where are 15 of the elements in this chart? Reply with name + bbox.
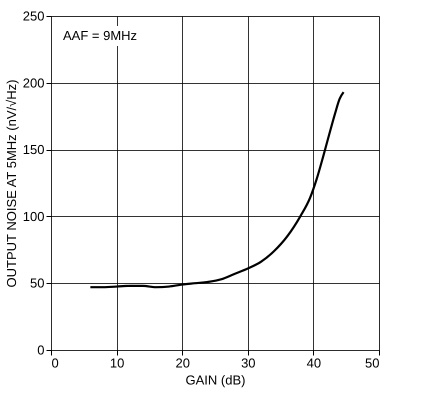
x-tick-label: 40 bbox=[306, 356, 322, 370]
y-axis-title: OUTPUT NOISE AT 5MHz (nV/√Hz) bbox=[4, 80, 19, 288]
y-tick-label: 150 bbox=[22, 142, 44, 158]
y-tick-label: 50 bbox=[30, 276, 44, 291]
x-tick-label: 0 bbox=[52, 356, 59, 370]
y-tick-label: 250 bbox=[22, 8, 44, 24]
y-tick-label: 100 bbox=[22, 208, 44, 224]
y-tick-label: 200 bbox=[22, 75, 44, 90]
x-tick-label: 50 bbox=[365, 356, 380, 370]
x-tick-label: 20 bbox=[175, 356, 190, 370]
annotation: AAF = 9MHz bbox=[63, 28, 138, 43]
x-axis-title: GAIN (dB) bbox=[186, 372, 246, 388]
y-tick-label: 0 bbox=[37, 342, 44, 358]
x-tick-label: 10 bbox=[110, 356, 124, 370]
x-tick-label: 30 bbox=[241, 356, 256, 370]
